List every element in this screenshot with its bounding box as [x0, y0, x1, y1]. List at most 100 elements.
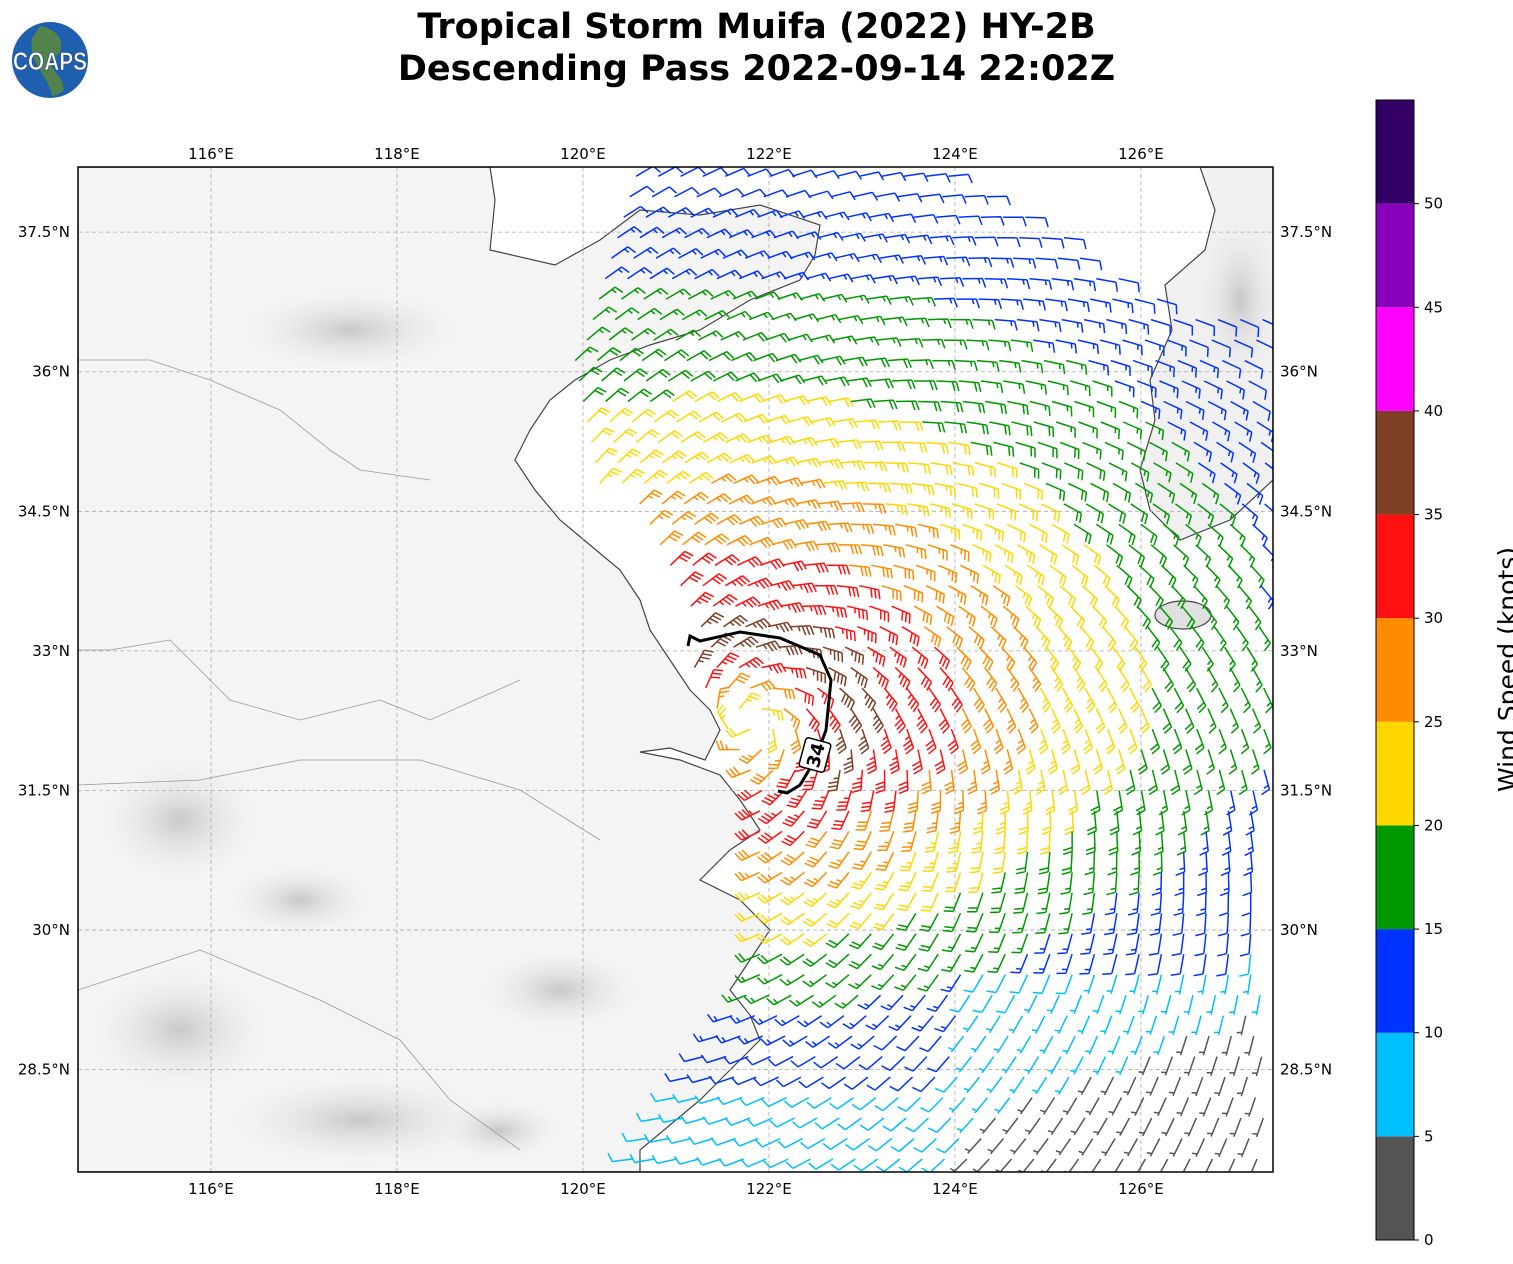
- wind-barb: [1240, 687, 1251, 714]
- wind-barb: [887, 358, 912, 369]
- wind-barb: [1040, 831, 1051, 855]
- wind-barb: [1229, 1056, 1241, 1077]
- wind-barb: [1000, 298, 1024, 310]
- wind-barb: [948, 441, 971, 455]
- wind-barb: [894, 974, 917, 992]
- wind-barb: [1062, 1035, 1076, 1055]
- wind-barb: [1129, 974, 1140, 995]
- wind-barb: [680, 167, 706, 177]
- wind-barb: [1079, 626, 1095, 651]
- wind-barb: [1177, 359, 1198, 378]
- wind-barb: [1206, 749, 1216, 775]
- wind-barb: [1136, 380, 1157, 398]
- wind-barb: [1236, 626, 1249, 652]
- wind-barb: [675, 329, 702, 341]
- wind-barb: [658, 430, 683, 444]
- wind-barb: [1237, 1138, 1250, 1158]
- wind-barb: [1226, 790, 1236, 816]
- wind-barb: [761, 517, 787, 529]
- wind-barb: [1070, 1117, 1086, 1136]
- wind-barb: [1144, 339, 1165, 356]
- wind-barb: [1041, 503, 1061, 523]
- wind-barb: [1167, 421, 1187, 441]
- wind-barb: [779, 912, 805, 926]
- wind-barb: [921, 338, 946, 349]
- wind-barb: [731, 351, 757, 362]
- wind-barb: [1238, 585, 1253, 610]
- wind-barb: [923, 255, 949, 266]
- wind-barb: [1244, 1097, 1257, 1117]
- wind-barb: [832, 418, 858, 429]
- wind-barb: [1095, 667, 1108, 693]
- wind-barb: [761, 707, 784, 721]
- wind-barb: [922, 421, 946, 433]
- wind-barb: [1007, 400, 1029, 415]
- wind-barb: [712, 208, 739, 218]
- wind-barb: [1201, 646, 1214, 672]
- wind-barb: [694, 512, 720, 525]
- wind-barb: [725, 766, 751, 779]
- wind-barb: [894, 953, 917, 972]
- wind-barb: [706, 493, 732, 505]
- wind-barb: [1009, 1076, 1025, 1095]
- wind-barb: [858, 1056, 883, 1071]
- wind-barb: [859, 584, 881, 600]
- wind-barb: [884, 790, 897, 814]
- wind-barb: [729, 453, 755, 464]
- wind-barb: [665, 1134, 692, 1145]
- wind-barb: [850, 666, 868, 689]
- wind-barb: [958, 380, 982, 393]
- wind-barb: [883, 687, 898, 712]
- wind-barb: [773, 497, 799, 508]
- wind-barb: [1063, 236, 1087, 250]
- wind-barb: [905, 544, 927, 560]
- wind-barb: [845, 481, 870, 492]
- wind-barb: [1203, 380, 1223, 400]
- wind-barb: [779, 602, 805, 613]
- wind-barb: [1189, 421, 1209, 441]
- wind-barb: [963, 1076, 981, 1094]
- wind-barb: [954, 359, 978, 371]
- wind-barb: [1093, 564, 1111, 588]
- wind-barb: [810, 417, 836, 428]
- wind-barb: [1162, 667, 1175, 693]
- wind-barb: [947, 831, 962, 854]
- wind-barb: [882, 1117, 907, 1132]
- wind-barb: [1118, 277, 1140, 293]
- wind-barb: [1170, 769, 1181, 796]
- wind-barb: [734, 871, 761, 882]
- wind-barb: [1084, 851, 1096, 876]
- wind-barb: [944, 421, 968, 434]
- wind-barb: [722, 249, 749, 259]
- wind-barb: [956, 646, 972, 671]
- wind-barb: [785, 1158, 811, 1170]
- wind-barb: [952, 235, 977, 246]
- wind-barb: [1207, 708, 1217, 734]
- wind-barb: [1156, 298, 1178, 315]
- wind-barb: [781, 560, 807, 572]
- wind-barb: [929, 503, 952, 518]
- colorbar-segment: [1376, 203, 1414, 308]
- wind-barb: [822, 480, 848, 491]
- wind-barb: [822, 293, 848, 303]
- wind-barb: [725, 433, 751, 444]
- wind-barb: [843, 749, 854, 774]
- wind-barb: [1039, 1035, 1054, 1055]
- wind-barb: [903, 172, 929, 182]
- wind-barb: [1128, 872, 1140, 896]
- wind-barb: [1055, 1138, 1072, 1156]
- wind-barb: [1004, 564, 1023, 586]
- wind-barb: [1222, 810, 1233, 836]
- wind-barb: [926, 173, 951, 183]
- wind-barb: [782, 810, 805, 827]
- wind-barb: [1018, 503, 1039, 522]
- wind-barb: [1162, 523, 1180, 546]
- wind-barb: [824, 376, 850, 387]
- wind-barb: [682, 531, 707, 546]
- wind-barb: [943, 892, 962, 913]
- wind-barb: [1092, 380, 1113, 397]
- wind-barb: [1171, 585, 1186, 610]
- wind-barb: [1107, 851, 1118, 876]
- wind-barb: [716, 652, 740, 669]
- wind-barb: [715, 740, 740, 751]
